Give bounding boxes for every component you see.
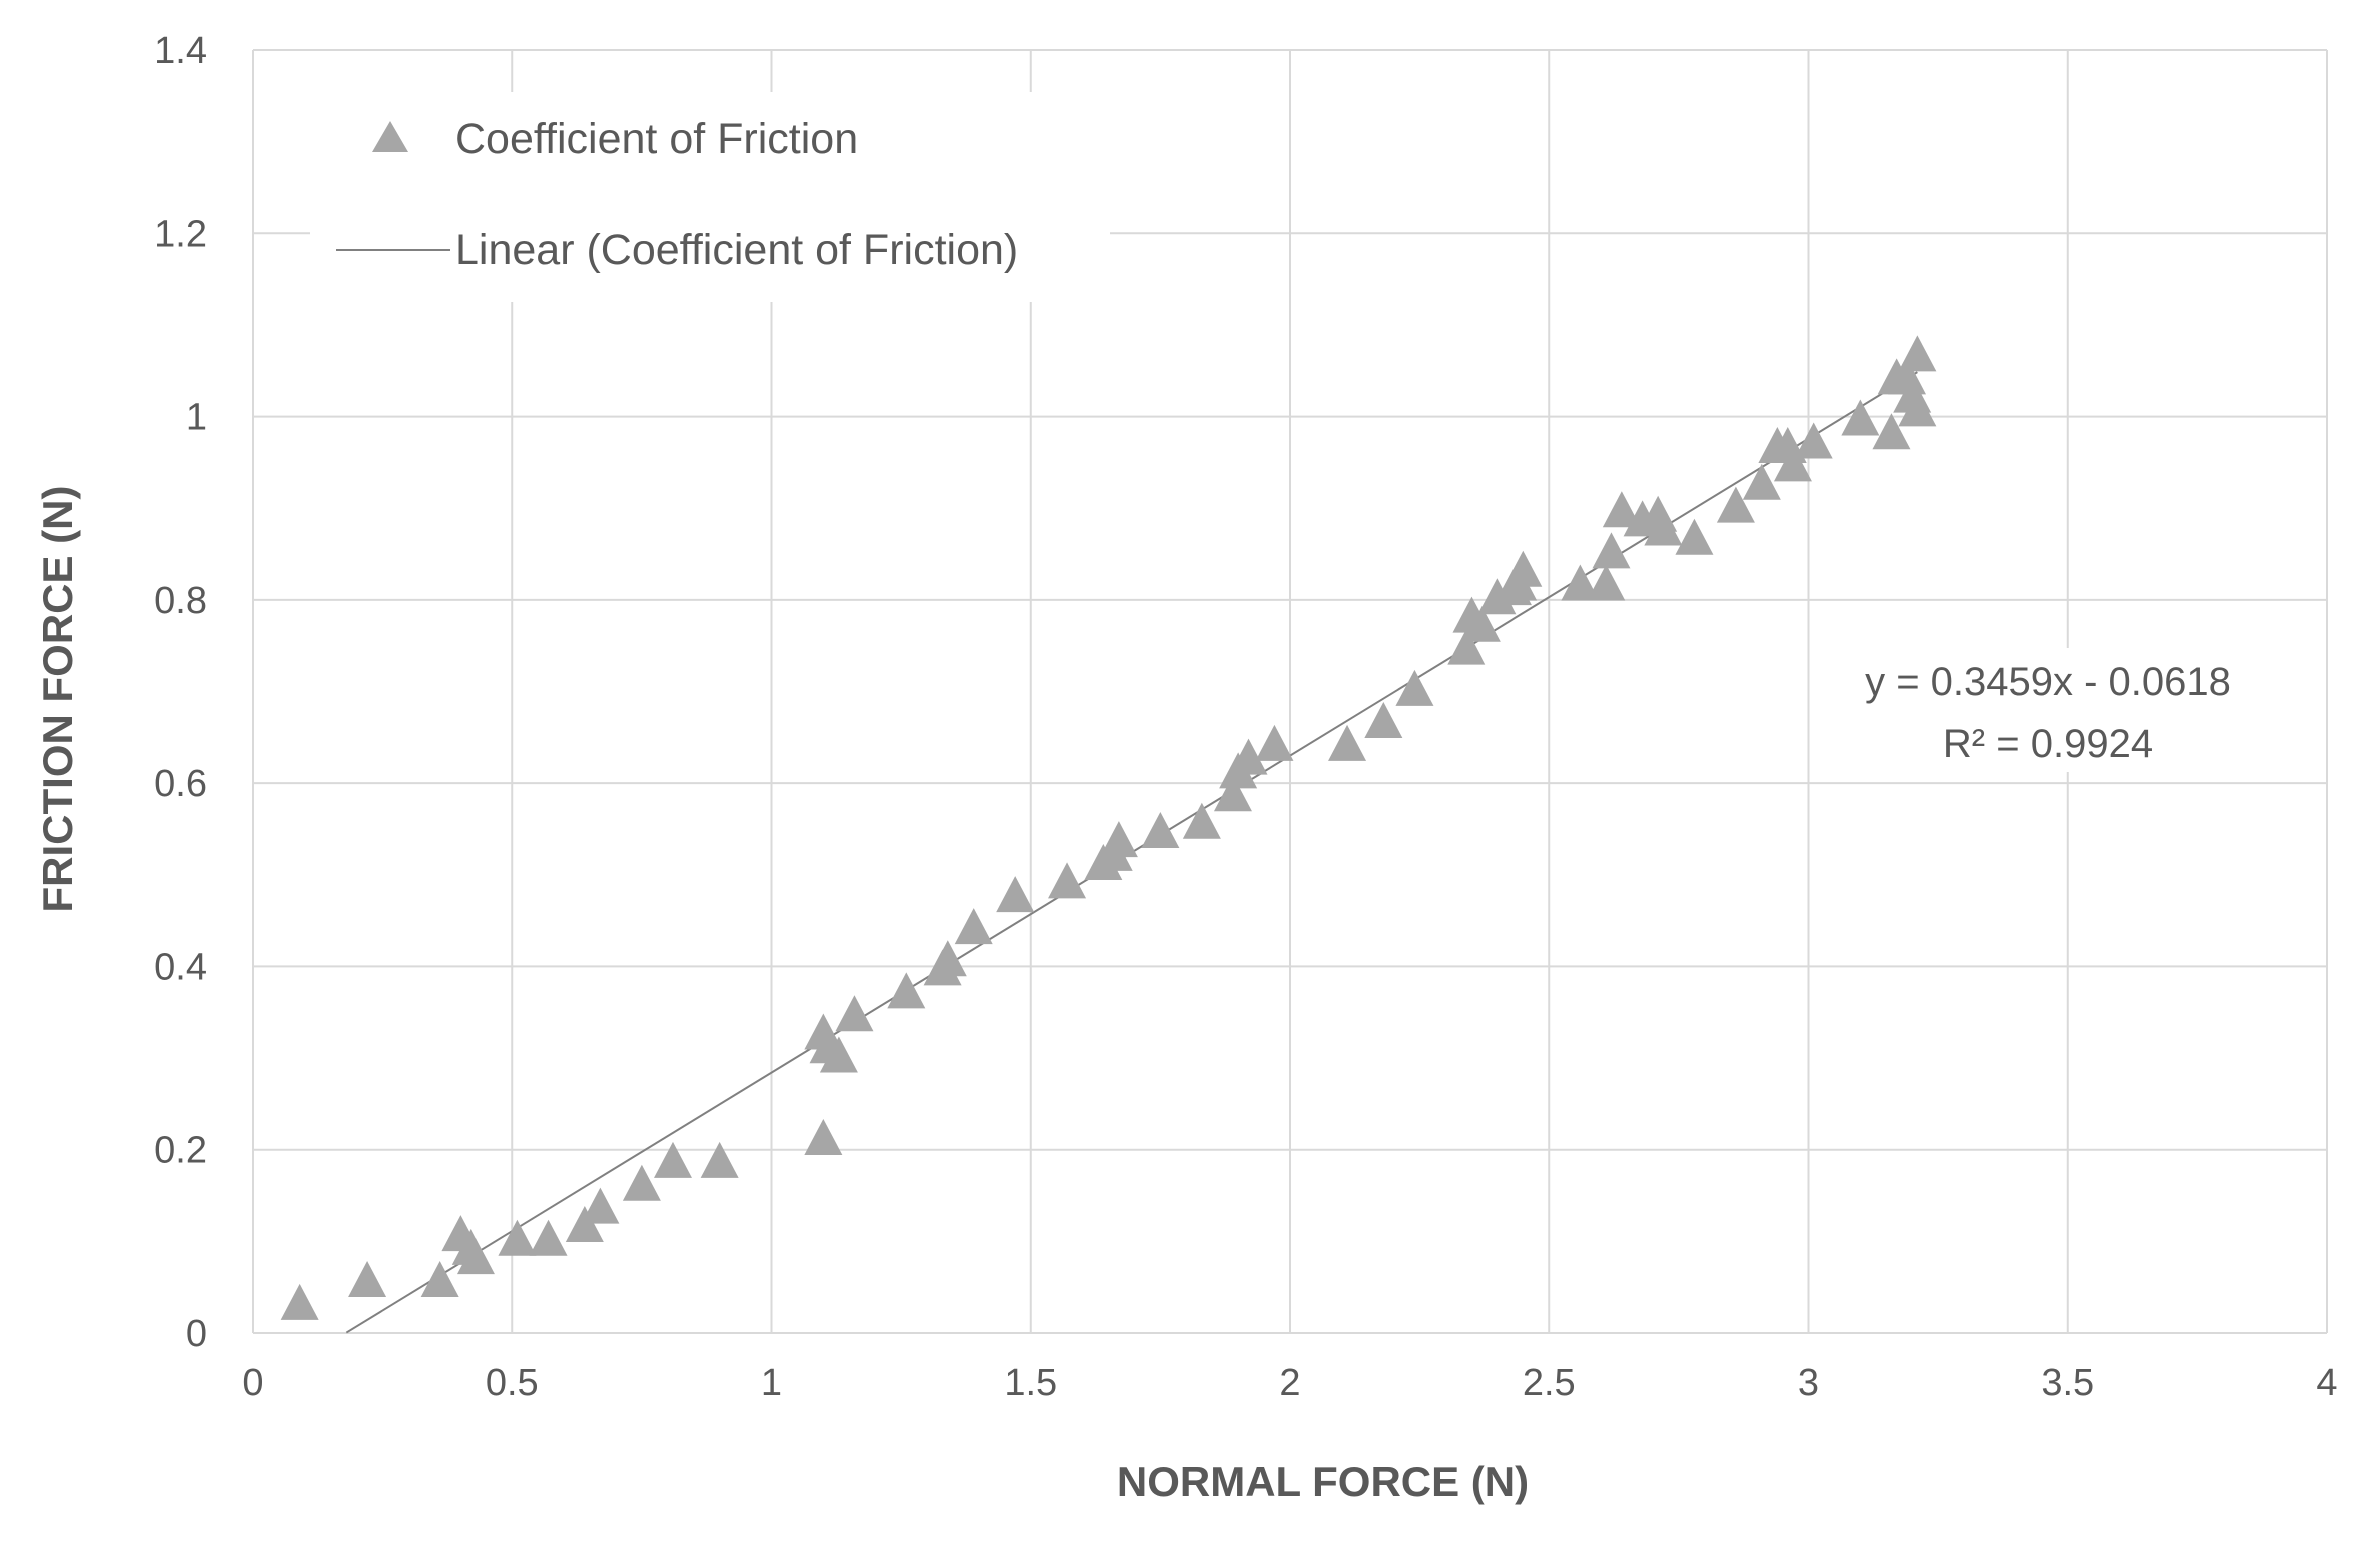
data-point-triangle	[1255, 724, 1294, 761]
data-point-triangle	[819, 1036, 858, 1073]
x-tick-label: 1	[761, 1362, 782, 1404]
y-tick-labels: 0 0.2 0.4 0.6 0.8 1 1.2 1.4	[154, 30, 207, 1355]
data-point-triangle	[928, 940, 967, 977]
legend-marker-triangle	[372, 121, 408, 152]
data-point-triangle	[280, 1283, 319, 1320]
data-point-triangle	[1841, 399, 1880, 436]
data-point-triangle	[653, 1141, 692, 1178]
data-point-triangle	[1447, 628, 1486, 665]
data-point-triangle	[1141, 811, 1180, 848]
x-axis-title: NORMAL FORCE (N)	[1117, 1458, 1529, 1505]
data-point-triangle	[622, 1164, 661, 1201]
data-point-triangle	[1048, 862, 1087, 899]
x-tick-label: 2	[1279, 1362, 1300, 1404]
x-tick-label: 4	[2316, 1362, 2337, 1404]
data-point-triangle	[700, 1141, 739, 1178]
y-tick-label: 0	[186, 1313, 207, 1355]
data-point-triangle	[1602, 491, 1641, 528]
data-point-triangle	[1773, 445, 1812, 482]
data-point-triangle	[1644, 509, 1683, 546]
x-tick-labels: 0 0.5 1 1.5 2 2.5 3 3.5 4	[242, 1362, 2337, 1404]
data-point-triangle	[1478, 578, 1517, 615]
x-tick-label: 3.5	[2041, 1362, 2094, 1404]
y-tick-label: 0.8	[154, 580, 207, 622]
data-point-triangle	[348, 1260, 387, 1297]
y-tick-label: 1	[186, 397, 207, 439]
trendline-equation: y = 0.3459x - 0.0618 R² = 0.9924	[1830, 648, 2290, 772]
data-point-triangle	[1898, 390, 1937, 427]
data-point-triangle	[456, 1238, 495, 1275]
x-tick-label: 0.5	[486, 1362, 539, 1404]
data-point-triangle	[1742, 463, 1781, 500]
legend-background	[310, 92, 1110, 302]
data-point-triangle	[996, 876, 1035, 913]
data-point-triangle	[581, 1187, 620, 1224]
data-point-triangle	[1675, 518, 1714, 555]
x-tick-label: 3	[1798, 1362, 1819, 1404]
data-point-triangle	[1504, 550, 1543, 587]
data-point-triangle	[1182, 802, 1221, 839]
data-point-triangle	[565, 1206, 604, 1243]
y-tick-label: 0.6	[154, 763, 207, 805]
y-axis-title: FRICTION FORCE (N)	[34, 486, 81, 913]
y-tick-label: 0.2	[154, 1130, 207, 1172]
data-points	[280, 335, 1937, 1320]
equation-label: y = 0.3459x - 0.0618	[1865, 660, 2231, 704]
data-point-triangle	[1898, 335, 1937, 372]
data-point-triangle	[1716, 486, 1755, 523]
legend: Coefficient of Friction Linear (Coeffici…	[310, 92, 1110, 302]
data-point-triangle	[954, 908, 993, 945]
data-point-triangle	[1794, 422, 1833, 459]
data-point-triangle	[1587, 564, 1626, 601]
equation-background	[1830, 648, 2290, 772]
y-tick-label: 0.4	[154, 946, 207, 988]
data-point-triangle	[1395, 669, 1434, 706]
r-squared-label: R² = 0.9924	[1943, 722, 2153, 766]
data-point-triangle	[1328, 724, 1367, 761]
data-point-triangle	[1229, 738, 1268, 775]
data-point-triangle	[420, 1260, 459, 1297]
x-tick-label: 1.5	[1004, 1362, 1057, 1404]
legend-label-series: Coefficient of Friction	[455, 115, 858, 163]
data-point-triangle	[1213, 775, 1252, 812]
data-point-triangle	[887, 972, 926, 1009]
y-tick-label: 1.2	[154, 213, 207, 255]
data-point-triangle	[1592, 532, 1631, 569]
data-point-triangle	[1099, 821, 1138, 858]
legend-label-trendline: Linear (Coefficient of Friction)	[455, 226, 1018, 274]
y-tick-label: 1.4	[154, 30, 207, 72]
data-point-triangle	[835, 995, 874, 1032]
data-point-triangle	[1364, 701, 1403, 738]
data-point-triangle	[529, 1219, 568, 1256]
data-point-triangle	[498, 1219, 537, 1256]
data-point-triangle	[1872, 413, 1911, 450]
x-tick-label: 2.5	[1523, 1362, 1576, 1404]
data-point-triangle	[804, 1118, 843, 1155]
data-point-triangle	[1462, 605, 1501, 642]
data-point-triangle	[1561, 564, 1600, 601]
x-tick-label: 0	[242, 1362, 263, 1404]
